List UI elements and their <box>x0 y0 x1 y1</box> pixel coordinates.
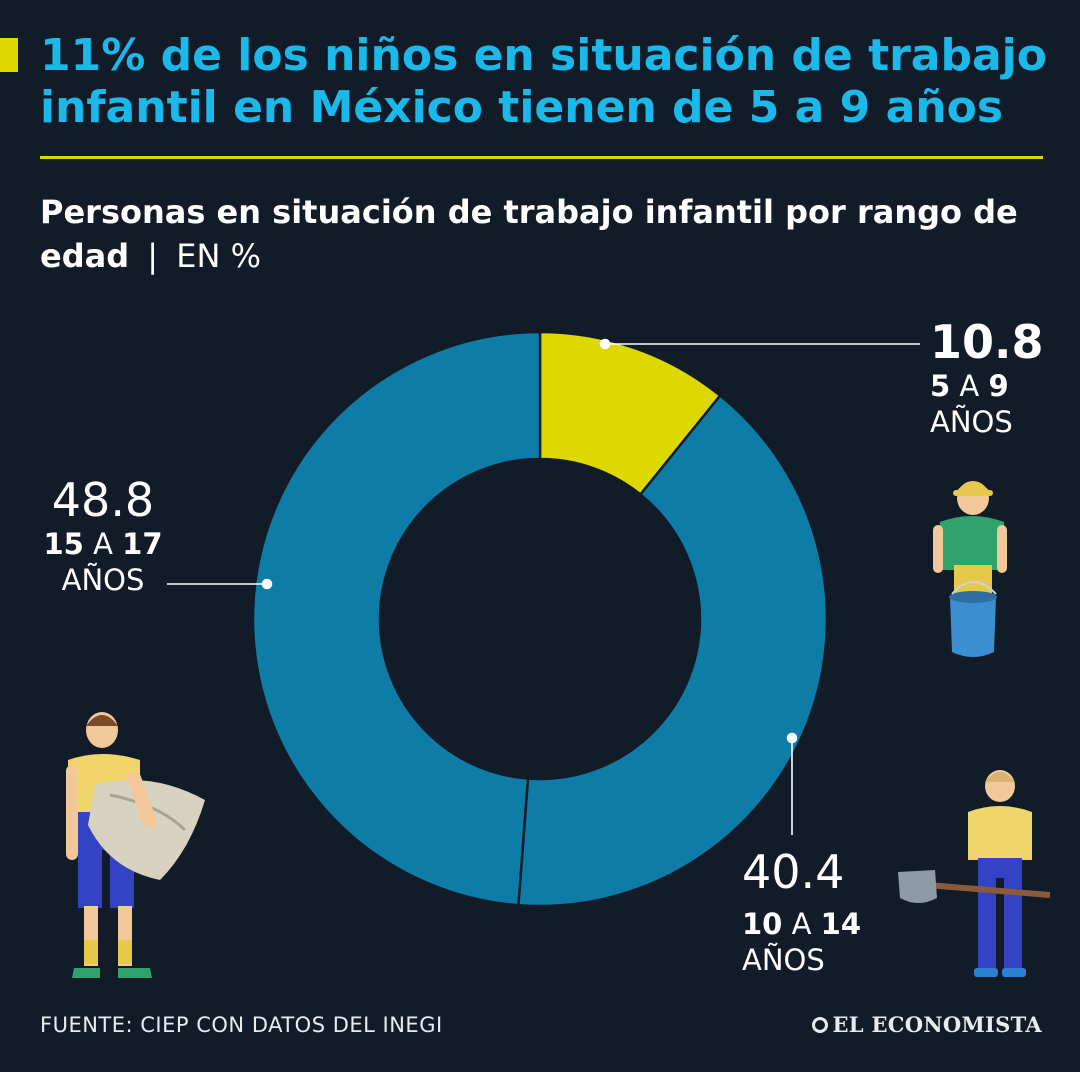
years-5-9: AÑOS <box>930 405 1013 439</box>
range-connector: A <box>959 369 980 403</box>
slice-10-14 <box>517 393 829 908</box>
brand-logo: EL ECONOMISTA <box>811 1012 1043 1037</box>
child-with-sack-icon <box>66 712 205 978</box>
leader-dot-15-17 <box>261 578 273 590</box>
range-connector: A <box>93 527 113 561</box>
range-connector: A <box>791 907 812 941</box>
chart-subtitle: Personas en situación de trabajo infanti… <box>40 190 1040 278</box>
range-from-10-14: 10 <box>742 907 783 941</box>
value-10-14: 40.4 <box>742 845 845 899</box>
title-divider <box>40 156 1043 159</box>
donut-slices <box>251 330 829 908</box>
label-5-9: 10.8 5 A 9 AÑOS <box>930 316 1044 440</box>
chart-unit: EN % <box>176 237 261 275</box>
range-15-17: 15 A 17 <box>42 526 164 562</box>
range-5-9: 5 A 9 <box>930 368 1044 404</box>
range-from-15-17: 15 <box>43 527 84 561</box>
leader-dot-10-14 <box>786 732 798 744</box>
subtitle-separator: | <box>147 237 159 275</box>
range-to-15-17: 17 <box>122 527 163 561</box>
value-5-9: 10.8 <box>930 315 1044 369</box>
range-from-5-9: 5 <box>930 369 951 403</box>
page-title: 11% de los niños en situación de trabajo… <box>40 30 1047 133</box>
range-to-10-14: 14 <box>820 907 861 941</box>
range-10-14: 10 A 14 <box>742 906 861 942</box>
source-note: FUENTE: CIEP CON DATOS DEL INEGI <box>40 1013 443 1037</box>
value-15-17: 48.8 <box>51 473 155 527</box>
chart-subtitle-text: Personas en situación de trabajo infanti… <box>40 193 1018 275</box>
leader-dot-5-9 <box>599 338 611 350</box>
brand-icon <box>811 1017 828 1033</box>
child-with-shovel-icon <box>898 770 1051 977</box>
label-10-14: 40.4 10 A 14 AÑOS <box>742 846 861 978</box>
slice-15-17 <box>251 330 542 907</box>
label-15-17: 48.8 15 A 17 AÑOS <box>42 474 164 598</box>
title-accent-bar <box>0 38 18 72</box>
years-10-14: AÑOS <box>742 943 825 977</box>
years-15-17: AÑOS <box>61 563 145 597</box>
child-with-bucket-icon <box>933 481 1007 657</box>
range-to-5-9: 9 <box>988 369 1009 403</box>
brand-name: EL ECONOMISTA <box>832 1012 1042 1037</box>
